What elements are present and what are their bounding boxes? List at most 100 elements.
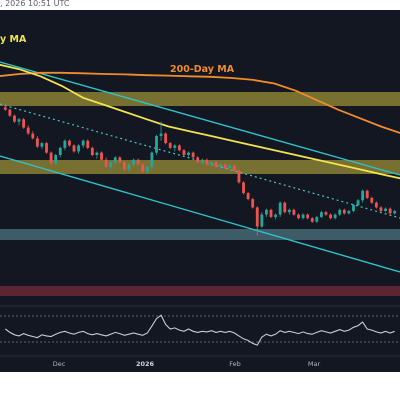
candle-body: [104, 159, 108, 167]
candle-body: [45, 143, 48, 153]
candle-body: [187, 152, 190, 155]
candle-body: [173, 145, 177, 148]
candle-body: [100, 152, 103, 160]
candle-body: [265, 209, 268, 215]
candle-body: [342, 209, 346, 214]
candle-body: [49, 152, 53, 164]
x-tick-2026: 2026: [136, 360, 155, 368]
candle-body: [219, 164, 223, 167]
candle-body: [164, 133, 168, 144]
lower-zone: [0, 286, 400, 296]
candle-body: [86, 140, 90, 148]
candle-body: [287, 209, 291, 213]
candle-body: [136, 159, 140, 165]
candle-body: [113, 157, 117, 163]
candle-body: [127, 164, 131, 170]
candle-body: [63, 140, 67, 148]
candle-body: [200, 159, 204, 163]
candle-body: [274, 214, 278, 217]
candle-body: [182, 150, 186, 155]
candle-body: [214, 162, 218, 167]
candle-body: [246, 193, 250, 200]
oscillator-line: [4, 314, 395, 346]
ma-50-line: [0, 63, 400, 180]
candle-body: [31, 133, 35, 139]
candle-body: [150, 152, 154, 167]
candle-body: [374, 202, 378, 208]
candle-body: [155, 135, 158, 153]
candle-body: [370, 197, 374, 203]
supply-zone-lower: [0, 160, 400, 174]
candle-body: [283, 202, 287, 213]
candle-body: [72, 145, 76, 152]
x-axis: Dec 2026 Feb Mar: [0, 355, 400, 368]
x-tick-dec: Dec: [53, 360, 66, 368]
candle-body: [269, 209, 273, 217]
supply-zone-upper: [0, 92, 400, 106]
candle-body: [54, 155, 58, 164]
candle-body: [196, 157, 200, 163]
x-tick-feb: Feb: [229, 360, 241, 368]
candle-body: [306, 214, 310, 219]
channel-lower-line: [0, 155, 400, 273]
candle-body: [210, 162, 213, 165]
candle-body: [310, 218, 314, 222]
candle-body: [388, 208, 392, 214]
candle-body: [118, 157, 122, 163]
candle-body: [278, 202, 282, 215]
candle-body: [90, 147, 94, 155]
candle-body: [58, 147, 62, 155]
candle-body: [255, 207, 259, 227]
channel-upper-line: [0, 61, 400, 176]
candle-body: [35, 138, 39, 147]
candle-body: [177, 145, 181, 151]
candle-body: [17, 119, 21, 122]
header-band: , 2026 10:51 UTC: [0, 0, 400, 10]
candle-body: [260, 214, 264, 227]
candle-body: [338, 209, 342, 215]
candle-body: [40, 143, 44, 147]
candle-body: [379, 207, 383, 212]
candle-body: [122, 162, 126, 170]
candle-body: [141, 164, 145, 172]
candle-body: [132, 159, 135, 165]
candle-body: [356, 200, 360, 206]
candle-body: [393, 211, 397, 214]
candle-body: [237, 170, 241, 183]
candle-body: [352, 205, 355, 212]
candle-body: [232, 165, 236, 171]
candle-body: [242, 182, 245, 194]
zones: [0, 92, 400, 296]
footer-band: [0, 372, 400, 400]
candle-body: [251, 199, 255, 208]
candle-body: [365, 190, 369, 198]
candle-body: [315, 216, 319, 222]
candle-body: [77, 145, 81, 152]
candle-body: [26, 127, 30, 134]
candle-body: [324, 212, 328, 215]
candle-body: [347, 211, 351, 214]
candle-body: [292, 209, 296, 215]
candle-body: [301, 214, 305, 219]
ma-200-label: 200-Day MA: [170, 64, 235, 75]
x-tick-mar: Mar: [308, 360, 321, 368]
demand-zone: [0, 229, 400, 240]
oscillator-pane: [0, 305, 400, 346]
candle-body: [95, 152, 99, 155]
candle-body: [8, 109, 12, 116]
candle-body: [228, 165, 232, 169]
candle-body: [384, 208, 387, 212]
candle-body: [109, 162, 113, 167]
timestamp-label: , 2026 10:51 UTC: [0, 0, 70, 8]
candle-body: [81, 140, 85, 146]
candle-body: [22, 119, 26, 128]
candle-body: [145, 166, 149, 172]
candle-body: [333, 214, 337, 219]
candle-body: [3, 107, 7, 110]
candle-body: [191, 152, 195, 158]
candles: [3, 103, 397, 237]
candle-body: [319, 212, 323, 217]
